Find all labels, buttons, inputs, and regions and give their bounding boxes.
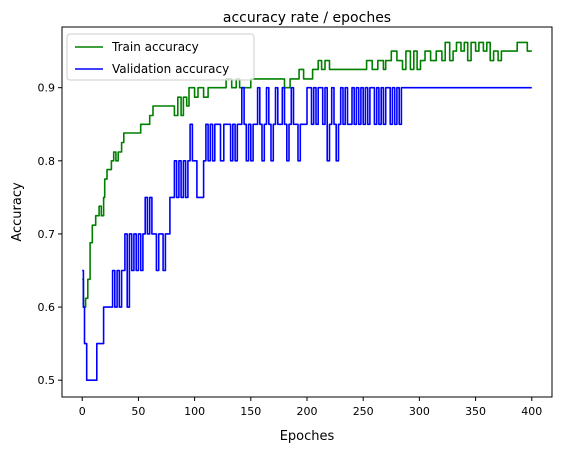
x-tick-label: 100 <box>184 405 205 418</box>
x-axis-label: Epoches <box>280 429 335 444</box>
y-tick-label: 0.7 <box>38 228 56 241</box>
x-tick-label: 350 <box>465 405 486 418</box>
x-tick-label: 300 <box>409 405 430 418</box>
legend: Train accuracy Validation accuracy <box>66 33 255 81</box>
x-tick-label: 50 <box>131 405 145 418</box>
series-layer <box>82 41 532 381</box>
x-tick-label: 400 <box>521 405 542 418</box>
x-tick-label: 0 <box>79 405 86 418</box>
legend-box <box>66 33 255 81</box>
series-line-1 <box>82 86 532 381</box>
y-axis-label: Accuracy <box>10 182 25 242</box>
x-tick-label: 200 <box>297 405 318 418</box>
y-axis-ticks: 0.5 0.6 0.7 0.8 0.9 <box>38 82 62 387</box>
y-tick-label: 0.6 <box>38 301 56 314</box>
legend-label-1: Validation accuracy <box>112 62 229 76</box>
chart-title: accuracy rate / epoches <box>223 10 391 26</box>
y-tick-label: 0.9 <box>38 82 56 95</box>
series-line-0 <box>82 41 532 308</box>
y-tick-label: 0.8 <box>38 155 56 168</box>
x-tick-label: 250 <box>353 405 374 418</box>
x-axis-ticks: 0 50 100 150 200 250 300 350 400 <box>79 397 542 418</box>
x-tick-label: 150 <box>240 405 261 418</box>
legend-label-0: Train accuracy <box>111 40 199 54</box>
y-tick-label: 0.5 <box>38 374 56 387</box>
